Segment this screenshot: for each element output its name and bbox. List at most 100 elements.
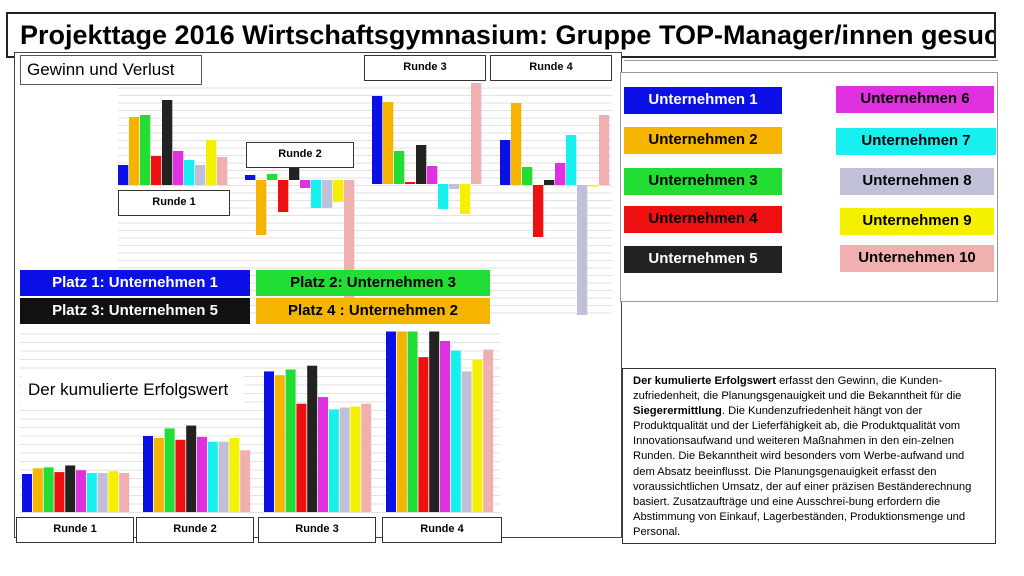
legend-company-1: Unternehmen 1: [624, 87, 782, 114]
legend-company-10: Unternehmen 10: [840, 245, 994, 272]
gewinn-verlust-label: Gewinn und Verlust: [20, 55, 202, 85]
bar-ke-3-u5: [307, 365, 318, 512]
bar-ke-3-u10: [361, 403, 372, 512]
bar-gv-2-u2: [256, 180, 267, 235]
round-label-bottom-4: Runde 4: [382, 517, 502, 543]
round-label-top-1: Runde 1: [118, 190, 230, 216]
bar-ke-4-u6: [440, 341, 450, 512]
bar-gv-2-u7: [311, 180, 322, 208]
round-label-bottom-3: Runde 3: [258, 517, 376, 543]
legend-company-6: Unternehmen 6: [836, 86, 994, 113]
bar-gv-4-u2: [511, 103, 522, 185]
bar-gv-1-u1: [118, 165, 129, 185]
bar-ke-3-u1: [264, 371, 274, 512]
bar-gv-1-u10: [217, 157, 228, 185]
bar-ke-4-u8: [461, 371, 472, 512]
bar-ke-2-u7: [207, 441, 218, 512]
kumulierter-erfolgswert-label: Der kumulierte Erfolgswert: [22, 376, 244, 406]
bar-ke-4-u2: [396, 331, 407, 512]
round-label-bottom-1: Runde 1: [16, 517, 134, 543]
bar-gv-2-u9: [333, 180, 344, 202]
bar-ke-4-u7: [450, 350, 461, 512]
bar-gv-3-u9: [460, 184, 471, 214]
description-bold2: Siegerermittlung: [633, 405, 722, 418]
bar-gv-2-u6: [300, 180, 311, 188]
description-box: Der kumulierte Erfolgswert erfasst den G…: [622, 368, 996, 544]
bar-gv-2-u4: [278, 180, 289, 212]
bar-gv-1-u7: [184, 160, 195, 185]
bar-ke-2-u1: [143, 436, 153, 512]
bar-gv-1-u4: [151, 156, 162, 185]
bar-ke-4-u10: [483, 349, 494, 512]
bar-ke-1-u1: [22, 474, 32, 512]
legend-company-7: Unternehmen 7: [836, 128, 996, 155]
bar-gv-1-u2: [129, 117, 140, 185]
bar-gv-4-u10: [599, 115, 610, 185]
bar-ke-2-u9: [229, 437, 240, 512]
legend-company-9: Unternehmen 9: [840, 208, 994, 235]
bar-ke-4-u4: [418, 357, 429, 512]
bar-gv-2-u3: [267, 174, 278, 180]
description-part1: erfasst den Gewinn, die Kunden-zufrieden…: [633, 375, 962, 403]
bar-ke-1-u3: [43, 467, 54, 512]
legend-company-8: Unternehmen 8: [840, 168, 994, 195]
bar-gv-4-u1: [500, 140, 511, 185]
legend-company-5: Unternehmen 5: [624, 246, 782, 273]
round-label-top-2: Runde 2: [246, 142, 354, 168]
bar-ke-3-u9: [350, 406, 361, 512]
legend-company-3: Unternehmen 3: [624, 168, 782, 195]
bar-ke-2-u4: [175, 439, 186, 512]
bar-ke-1-u10: [119, 473, 130, 512]
bar-gv-1-u9: [206, 140, 217, 185]
bar-ke-3-u6: [318, 397, 328, 512]
description-part2: . Die Kundenzufriedenheit hängt von der …: [633, 405, 972, 538]
round-label-top-4: Runde 4: [490, 55, 612, 81]
bar-ke-2-u3: [164, 428, 175, 512]
bar-gv-3-u4: [405, 182, 416, 184]
bar-ke-1-u7: [86, 473, 97, 512]
bar-gv-2-u8: [322, 180, 333, 208]
bar-gv-3-u1: [372, 96, 383, 184]
bar-gv-1-u8: [195, 165, 206, 185]
bar-ke-2-u6: [197, 436, 207, 512]
bar-gv-3-u7: [438, 184, 449, 209]
bar-ke-1-u8: [97, 473, 108, 512]
bar-gv-2-u10: [344, 180, 355, 300]
bar-ke-3-u2: [274, 375, 285, 512]
bar-ke-3-u7: [328, 409, 339, 512]
bar-ke-4-u1: [386, 331, 396, 512]
bar-ke-2-u5: [186, 425, 197, 512]
bar-ke-2-u2: [153, 437, 164, 512]
ranking-2: Platz 2: Unternehmen 3: [256, 270, 490, 296]
bar-gv-3-u5: [416, 145, 427, 184]
round-label-top-3: Runde 3: [364, 55, 486, 81]
bar-ke-4-u5: [429, 331, 440, 512]
bar-gv-3-u3: [394, 151, 405, 184]
bar-gv-2-u1: [245, 175, 256, 180]
bar-ke-3-u3: [285, 369, 296, 512]
bar-ke-3-u4: [296, 403, 307, 512]
bar-ke-1-u5: [65, 465, 76, 512]
bar-ke-2-u8: [218, 441, 229, 512]
bar-gv-4-u4: [533, 185, 544, 237]
bar-ke-1-u2: [32, 468, 43, 512]
round-label-bottom-2: Runde 2: [136, 517, 254, 543]
bar-gv-1-u5: [162, 100, 173, 185]
description-lead: Der kumulierte Erfolgswert: [633, 375, 776, 387]
bar-gv-4-u8: [577, 185, 588, 315]
bar-ke-4-u3: [407, 331, 418, 512]
ranking-3: Platz 3: Unternehmen 5: [20, 298, 250, 324]
bar-ke-2-u10: [240, 450, 251, 512]
bar-ke-1-u4: [54, 472, 65, 512]
bar-ke-1-u9: [108, 471, 119, 512]
legend-frame-top: [624, 60, 998, 74]
ranking-1: Platz 1: Unternehmen 1: [20, 270, 250, 296]
bar-gv-4-u3: [522, 167, 533, 185]
bar-ke-1-u6: [76, 470, 86, 512]
bar-gv-3-u2: [383, 102, 394, 184]
bar-gv-3-u8: [449, 184, 460, 189]
bar-gv-4-u9: [588, 185, 599, 187]
legend-company-4: Unternehmen 4: [624, 206, 782, 233]
bar-gv-1-u3: [140, 115, 151, 185]
